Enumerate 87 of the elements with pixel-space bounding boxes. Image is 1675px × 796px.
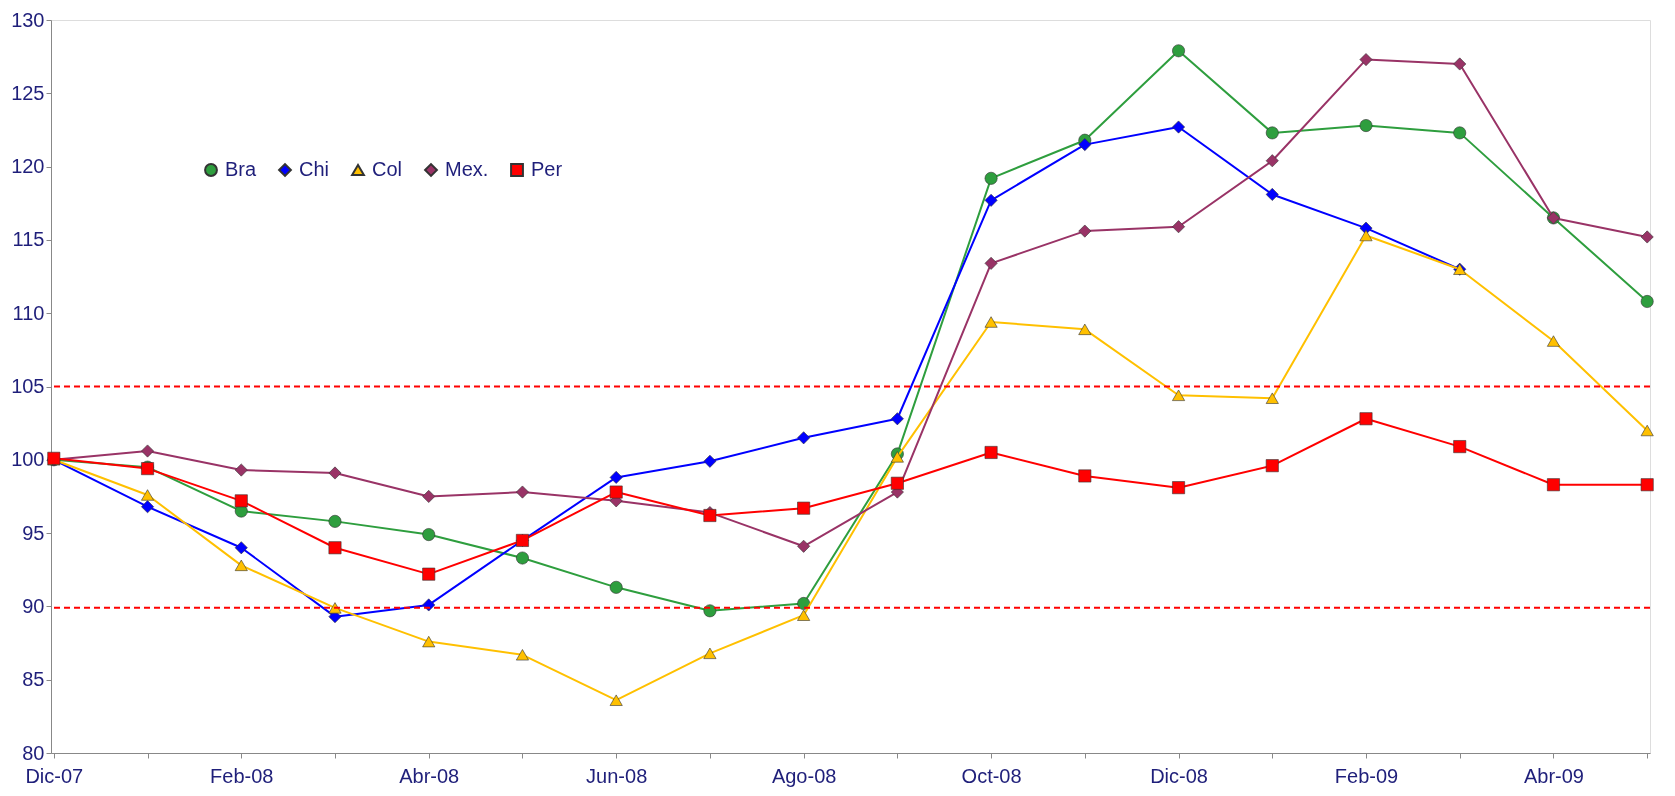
point xyxy=(422,490,436,503)
x-tick-label: Abr-09 xyxy=(1523,764,1584,787)
y-tick-label: 105 xyxy=(11,375,45,397)
point xyxy=(1265,188,1279,201)
point xyxy=(1359,119,1373,132)
point xyxy=(1172,481,1185,495)
point xyxy=(422,528,436,541)
point xyxy=(1078,323,1092,335)
point xyxy=(1078,469,1092,483)
point xyxy=(609,470,623,484)
point xyxy=(890,412,904,426)
x-tick-label: Dic-08 xyxy=(1150,764,1208,787)
legend-label: Mex. xyxy=(445,158,489,180)
point xyxy=(1640,295,1654,308)
y-tick-label: 110 xyxy=(12,301,45,324)
point xyxy=(984,171,998,185)
point xyxy=(1172,120,1185,134)
point xyxy=(422,567,436,581)
point xyxy=(1265,154,1279,168)
point xyxy=(609,580,623,594)
x-tick-label: Feb-09 xyxy=(1334,764,1399,787)
point xyxy=(1453,57,1467,71)
point xyxy=(703,647,717,659)
y-tick-label: 90 xyxy=(22,594,45,617)
y-tick-label: 85 xyxy=(22,668,45,691)
legend-label: Per xyxy=(531,158,563,180)
point xyxy=(234,494,248,508)
point xyxy=(890,476,904,490)
point xyxy=(1547,478,1560,492)
y-tick-label: 130 xyxy=(11,8,45,31)
point xyxy=(1453,440,1467,454)
point xyxy=(1172,389,1185,401)
point xyxy=(234,541,248,555)
point xyxy=(1359,53,1373,67)
point xyxy=(141,500,154,514)
x-tick-label: Oct-08 xyxy=(961,764,1022,787)
point xyxy=(516,649,529,661)
point xyxy=(890,451,904,463)
x-tick-label: Feb-08 xyxy=(210,764,274,787)
point xyxy=(984,446,998,459)
y-tick-label: 125 xyxy=(11,81,45,104)
point xyxy=(516,485,529,499)
point xyxy=(609,694,623,706)
point xyxy=(1547,335,1560,347)
point xyxy=(1265,392,1279,404)
x-tick-label: Jun-08 xyxy=(586,764,648,787)
point xyxy=(1172,220,1185,234)
point xyxy=(1640,230,1654,244)
point xyxy=(797,609,811,621)
point xyxy=(1078,224,1092,238)
point xyxy=(328,541,342,555)
point xyxy=(1265,126,1279,140)
point xyxy=(797,431,811,445)
y-tick-label: 115 xyxy=(12,228,45,251)
legend-label: Col xyxy=(372,158,403,180)
y-tick-label: 100 xyxy=(11,448,45,471)
point xyxy=(1640,424,1654,437)
point xyxy=(1172,44,1185,58)
x-tick-label: Dic-07 xyxy=(25,764,84,787)
point xyxy=(1640,478,1654,492)
point xyxy=(797,539,811,553)
point xyxy=(797,501,811,515)
y-tick-label: 120 xyxy=(11,155,45,178)
point xyxy=(328,514,342,528)
point xyxy=(1359,229,1373,242)
point xyxy=(141,489,154,501)
legend-label: Chi xyxy=(299,158,330,180)
point xyxy=(141,444,154,458)
point xyxy=(703,454,717,468)
point xyxy=(422,635,436,648)
y-tick-label: 95 xyxy=(22,521,45,544)
point xyxy=(984,256,998,270)
point xyxy=(1453,126,1467,140)
x-tick-label: Ago-08 xyxy=(771,764,837,787)
point xyxy=(1078,138,1092,152)
point xyxy=(1265,459,1279,473)
point xyxy=(609,485,623,499)
point xyxy=(984,316,998,328)
point xyxy=(234,463,248,477)
legend-label: Bra xyxy=(225,158,257,180)
point xyxy=(328,466,342,480)
y-tick-label: 80 xyxy=(22,741,45,764)
x-tick-label: Abr-08 xyxy=(399,764,460,787)
point xyxy=(516,551,529,565)
point xyxy=(234,559,248,571)
point xyxy=(1359,412,1373,426)
point xyxy=(984,193,998,207)
